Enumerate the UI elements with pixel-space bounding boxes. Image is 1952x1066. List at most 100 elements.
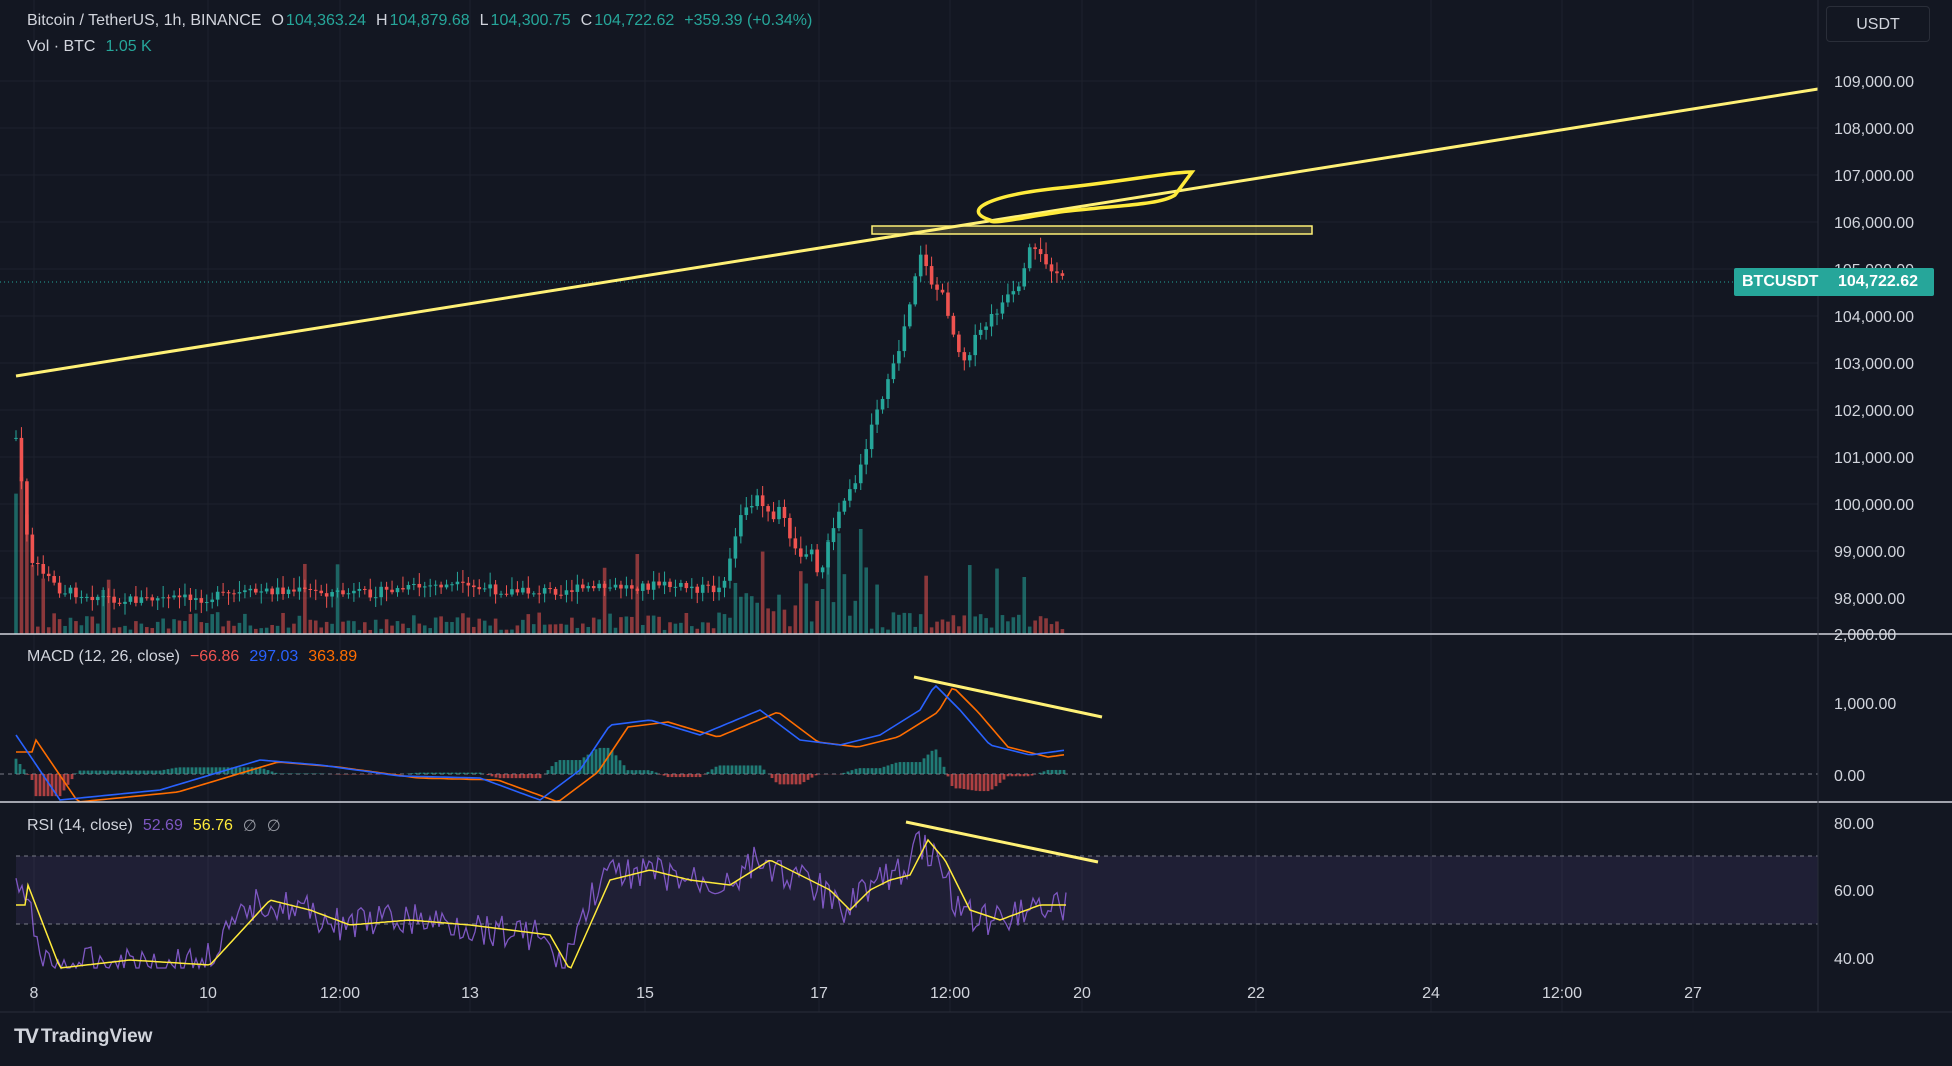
macd-histogram-bar [266, 770, 270, 774]
candle-body [608, 587, 612, 589]
price-label: 107,000.00 [1834, 168, 1914, 185]
volume-bar [101, 589, 105, 634]
volume-bar [793, 605, 798, 634]
macd-pane[interactable] [0, 684, 1818, 803]
volume-bar [215, 612, 220, 634]
rsi-pane[interactable] [15, 830, 1818, 971]
macd-histogram-bar [74, 773, 78, 774]
volume-bar [472, 626, 476, 634]
macd-histogram-bar [558, 760, 562, 774]
symbol-price-tag: BTCUSDT [1734, 268, 1827, 296]
currency-selector[interactable]: USDT [1826, 6, 1930, 42]
macd-histogram-bar [98, 770, 102, 774]
candle-body [782, 506, 787, 518]
volume-bar [1022, 577, 1027, 634]
macd-histogram-bar [110, 770, 114, 774]
candle [935, 277, 939, 301]
macd-histogram-bar [1050, 769, 1054, 774]
candle-body [575, 584, 580, 592]
volume-bar [537, 612, 541, 634]
macd-histogram-bar [490, 774, 494, 777]
volume-bar [542, 624, 547, 634]
candle-body [248, 588, 253, 591]
tradingview-logo-icon: TV [14, 1025, 39, 1048]
candle [542, 584, 547, 603]
candle-body [363, 588, 367, 590]
macd-histogram-bar [90, 770, 94, 774]
candle-body [766, 506, 770, 512]
candle [183, 583, 187, 606]
volume-bar [864, 567, 868, 634]
macd-histogram-bar [982, 774, 986, 792]
candle-body [1006, 294, 1010, 303]
candle [25, 478, 29, 542]
candle [967, 352, 972, 368]
candle-body [286, 589, 291, 595]
candle [199, 589, 204, 614]
macd-histogram-bar [950, 774, 954, 786]
candle-body [254, 588, 258, 593]
candle [79, 590, 84, 604]
tradingview-logo[interactable]: TV TradingView [14, 1025, 152, 1049]
macd-histogram-bar [42, 774, 46, 797]
volume-label[interactable]: Vol · BTC [27, 38, 96, 55]
candle [531, 591, 536, 597]
candle-body [319, 590, 323, 594]
rsi-title[interactable]: RSI (14, close) [27, 817, 133, 834]
candle [450, 581, 454, 592]
candle [363, 586, 367, 595]
macd-histogram-bar [202, 767, 206, 774]
rsi-scale-label: 80.00 [1834, 816, 1874, 833]
user-drawings[interactable] [15, 87, 1819, 864]
volume-bar [155, 621, 160, 634]
symbol-title[interactable]: Bitcoin / TetherUS, 1h, BINANCE [27, 12, 262, 29]
volume-bar [504, 629, 509, 634]
macd-histogram-bar [794, 774, 798, 785]
volume-bar [668, 622, 672, 634]
high-value: 104,879.68 [389, 12, 470, 29]
macd-histogram-bar [778, 774, 782, 785]
volume-bar [226, 620, 231, 634]
macd-histogram-bar [450, 772, 454, 774]
volume-bar [717, 612, 721, 634]
candle [254, 583, 258, 595]
macd-histogram-bar [586, 754, 590, 774]
macd-histogram-bar [578, 760, 582, 774]
candle [215, 586, 220, 607]
macd-histogram-bar [734, 765, 738, 774]
candle [46, 566, 51, 582]
candle [771, 501, 776, 523]
macd-histogram-bar [82, 770, 86, 774]
candle-body [602, 583, 607, 588]
candle-body [531, 593, 536, 595]
candle-body [36, 562, 40, 565]
candle [417, 573, 422, 597]
candle-body [384, 586, 389, 590]
volume-bar [591, 617, 596, 634]
macd-histogram-bar [38, 774, 42, 797]
volume-bar [395, 621, 400, 634]
volume-bar [19, 477, 24, 634]
macd-divergence-line [913, 675, 1103, 719]
macd-title[interactable]: MACD (12, 26, close) [27, 648, 180, 665]
candle-body [1027, 247, 1032, 269]
candle-body [619, 584, 623, 589]
macd-histogram-bar [942, 766, 946, 774]
candle [237, 581, 242, 602]
volume-bar [134, 621, 138, 634]
candle [379, 581, 383, 606]
candle-body [706, 584, 710, 586]
volume-bar [624, 616, 629, 634]
rsi-line [15, 830, 1067, 971]
volume-bar [1006, 621, 1010, 634]
volume-bar [673, 623, 678, 634]
last-price-tag: 104,722.62 [1822, 268, 1934, 296]
candle [161, 585, 165, 608]
volume-bar [270, 624, 274, 634]
volume-bar [940, 619, 945, 634]
price-label-cut: 2,000.00 [1834, 627, 1896, 644]
candlesticks[interactable] [14, 237, 1065, 615]
macd-histogram-bar [446, 772, 450, 774]
candle [640, 580, 645, 601]
